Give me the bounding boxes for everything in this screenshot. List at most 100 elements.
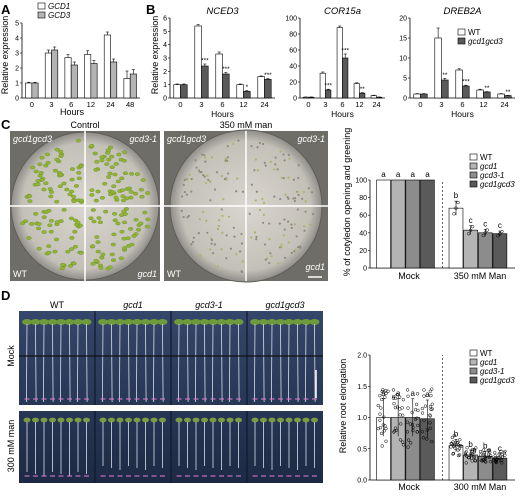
seed [302,190,306,194]
data-point [469,453,473,457]
root-row-man: 300 mM man [6,420,16,473]
bar [476,89,484,99]
legend-b-wt: WT [468,28,481,37]
seedling [43,163,49,168]
seedling [99,196,105,200]
seed [261,142,265,146]
seed [273,195,276,198]
seedling [90,262,96,266]
bar [51,49,59,99]
seed [268,238,271,241]
seedling [88,216,94,221]
seed [213,188,217,191]
x-tick-label: 0 [418,100,422,109]
seed [190,190,193,193]
x-tick-label: 6 [460,100,464,109]
seed [294,248,297,251]
seedling [65,249,71,254]
seedling [67,192,73,197]
seedling [136,227,141,232]
bar [236,84,244,99]
seed [212,252,215,255]
bar [325,89,332,99]
seed [282,177,285,180]
seed [220,208,223,211]
data-point [478,449,483,454]
seed [217,224,220,228]
bar [25,82,33,99]
seedling [58,149,64,154]
seedling [93,168,99,172]
seedling [45,152,50,157]
seed [186,216,189,219]
seedling-leaf [208,319,218,325]
seedling-root [221,323,223,403]
seed [270,255,273,258]
seed [286,196,289,199]
legend-d-wt: WT [480,349,493,358]
seed [232,142,235,145]
data-point [428,426,432,430]
seedling [131,234,137,238]
legend-c-gcd1gcd3: gcd1gcd3 [480,180,515,189]
seedling-leaf [132,319,142,325]
seedling [96,216,102,220]
seedling [100,252,106,257]
data-point [455,441,459,445]
data-point [459,444,463,448]
seedling [78,164,84,168]
seed [276,262,280,265]
bar [302,96,309,99]
seed [287,153,290,156]
seedling-leaf [39,319,49,325]
seedling [89,193,95,197]
chart-d-group-mock: Mock [398,482,420,492]
seedling-leaf [83,417,90,423]
stat-letter: a [425,390,430,399]
seedling-leaf [32,417,39,423]
seedling-root [60,323,62,403]
seedling [129,172,135,176]
seedling [138,187,144,192]
data-point [466,455,471,460]
seedling [54,237,59,242]
data-point [391,396,396,400]
data-point [381,388,385,392]
y-tick-label: 4 [163,42,167,49]
bar [308,96,315,99]
seedling [145,191,151,195]
seed [204,181,208,185]
bar [70,64,78,99]
bar [463,229,478,269]
seed [263,161,266,164]
seed [258,141,262,145]
seedling [38,171,44,175]
seedling-leaf [57,417,65,423]
seed [299,246,302,249]
seed [286,220,290,223]
seedling [27,199,33,203]
data-point [395,393,399,397]
seedling [64,187,70,192]
seedling [108,145,113,150]
seed [262,221,265,224]
data-point [481,448,486,452]
seedling-leaf [23,417,31,423]
seedling [124,196,130,201]
data-point [428,421,432,425]
y-tick-label: 4 [15,36,19,43]
bar [420,179,435,269]
seedling [94,160,100,164]
seedling-leaf [47,319,58,325]
chart-title: NCED3 [206,6,239,17]
seed [256,146,259,149]
seedling [36,222,42,226]
significance-mark: ** [360,86,366,93]
seedling [35,182,41,187]
seed [181,195,184,198]
data-point [384,388,388,393]
seedling-leaf [251,417,259,423]
seedling-leaf [226,417,234,423]
seed [198,218,201,221]
